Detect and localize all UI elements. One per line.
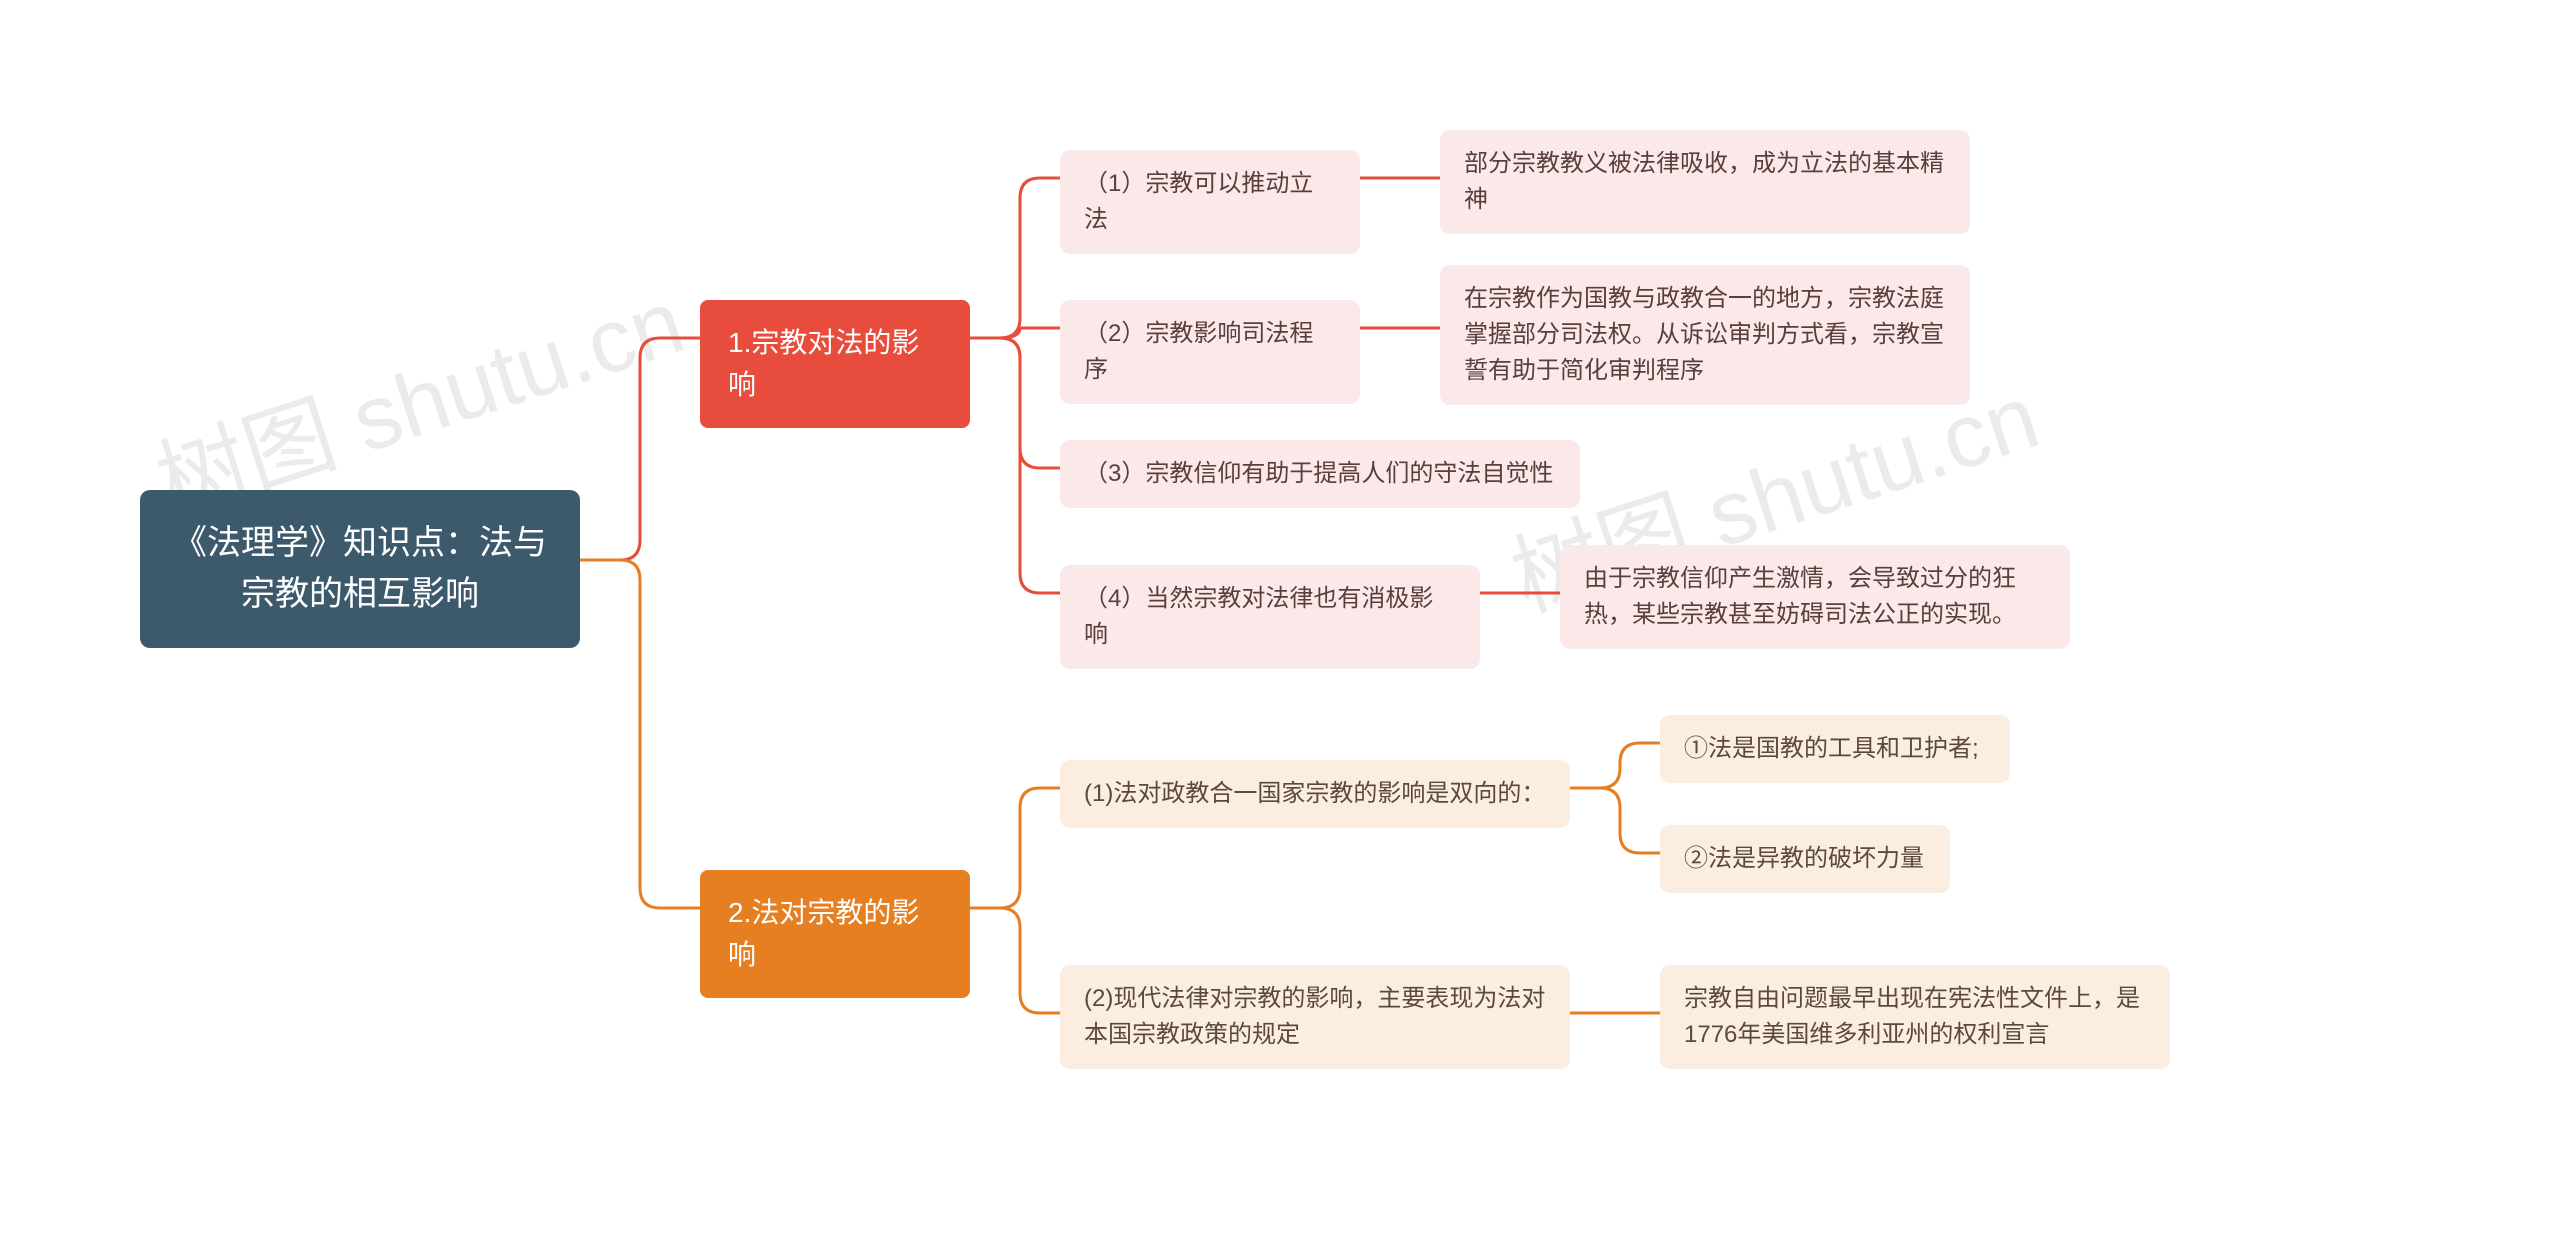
- b2c2d1-text: 宗教自由问题最早出现在宪法性文件上，是1776年美国维多利亚州的权利宣言: [1684, 985, 2140, 1048]
- b2c1d1-text: ①法是国教的工具和卫护者;: [1684, 735, 1979, 762]
- b1c4-text: （4）当然宗教对法律也有消极影响: [1084, 585, 1433, 648]
- b2c1-text: (1)法对政教合一国家宗教的影响是双向的：: [1084, 780, 1545, 807]
- b1c2d1-text: 在宗教作为国教与政教合一的地方，宗教法庭掌握部分司法权。从诉讼审判方式看，宗教宣…: [1464, 285, 1944, 384]
- branch-religion-to-law: 1.宗教对法的影响: [700, 300, 970, 428]
- b1c4d1: 由于宗教信仰产生激情，会导致过分的狂热，某些宗教甚至妨碍司法公正的实现。: [1560, 545, 2070, 649]
- b1c3-text: （3）宗教信仰有助于提高人们的守法自觉性: [1084, 460, 1553, 487]
- b2c1d2-text: ②法是异教的破坏力量: [1684, 845, 1924, 872]
- b2c2: (2)现代法律对宗教的影响，主要表现为法对本国宗教政策的规定: [1060, 965, 1570, 1069]
- branch-law-to-religion: 2.法对宗教的影响: [700, 870, 970, 998]
- b1c4d1-text: 由于宗教信仰产生激情，会导致过分的狂热，某些宗教甚至妨碍司法公正的实现。: [1584, 565, 2016, 628]
- b1c2-text: （2）宗教影响司法程序: [1084, 320, 1313, 383]
- b2c2-text: (2)现代法律对宗教的影响，主要表现为法对本国宗教政策的规定: [1084, 985, 1545, 1048]
- b1c2: （2）宗教影响司法程序: [1060, 300, 1360, 404]
- b2c2d1: 宗教自由问题最早出现在宪法性文件上，是1776年美国维多利亚州的权利宣言: [1660, 965, 2170, 1069]
- b2c1d1: ①法是国教的工具和卫护者;: [1660, 715, 2010, 783]
- branch1-label: 1.宗教对法的影响: [728, 327, 919, 400]
- b1c1d1-text: 部分宗教教义被法律吸收，成为立法的基本精神: [1464, 150, 1944, 213]
- branch2-label: 2.法对宗教的影响: [728, 897, 919, 970]
- b1c1: （1）宗教可以推动立法: [1060, 150, 1360, 254]
- b2c1: (1)法对政教合一国家宗教的影响是双向的：: [1060, 760, 1570, 828]
- root-line2: 宗教的相互影响: [241, 575, 479, 613]
- b2c1d2: ②法是异教的破坏力量: [1660, 825, 1950, 893]
- root-line1: 《法理学》知识点：法与: [173, 524, 547, 562]
- b1c4: （4）当然宗教对法律也有消极影响: [1060, 565, 1480, 669]
- b1c2d1: 在宗教作为国教与政教合一的地方，宗教法庭掌握部分司法权。从诉讼审判方式看，宗教宣…: [1440, 265, 1970, 405]
- b1c1-text: （1）宗教可以推动立法: [1084, 170, 1313, 233]
- b1c3: （3）宗教信仰有助于提高人们的守法自觉性: [1060, 440, 1580, 508]
- b1c1d1: 部分宗教教义被法律吸收，成为立法的基本精神: [1440, 130, 1970, 234]
- root-node: 《法理学》知识点：法与 宗教的相互影响: [140, 490, 580, 648]
